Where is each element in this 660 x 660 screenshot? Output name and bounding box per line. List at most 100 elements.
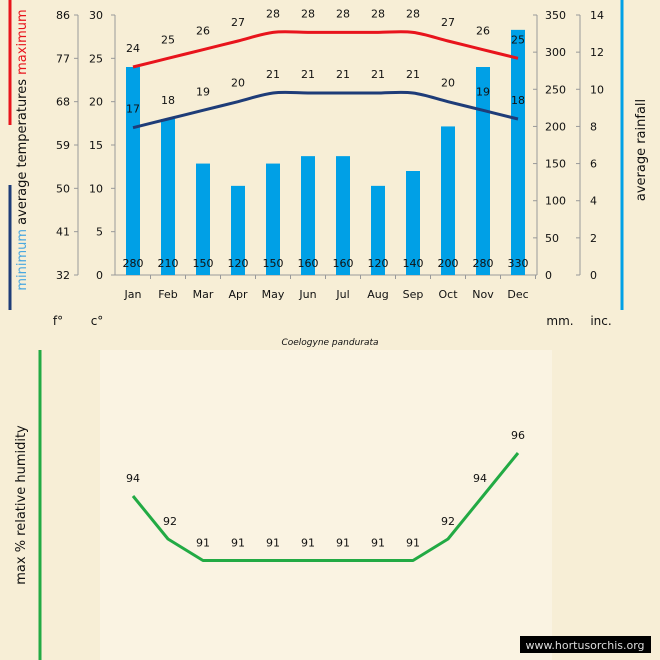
minimum-value-label: 19 <box>476 85 490 98</box>
left-axis-title-part: minimum <box>15 229 30 291</box>
month-label: Oct <box>438 288 458 301</box>
month-label: Sep <box>403 288 424 301</box>
fahrenheit-tick-label: 77 <box>56 52 70 65</box>
fahrenheit-tick-label: 59 <box>56 139 70 152</box>
month-label: Jul <box>335 288 349 301</box>
rain-value-label: 200 <box>438 257 459 270</box>
fahrenheit-tick-label: 32 <box>56 269 70 282</box>
celsius-unit-label: c° <box>91 314 104 328</box>
minimum-temperature-line <box>132 90 519 130</box>
humidity-value-label: 92 <box>441 515 455 528</box>
month-label: Nov <box>472 288 494 301</box>
rain-bar-nov <box>476 67 490 275</box>
humidity-value-label: 91 <box>336 537 350 550</box>
month-label: Jun <box>298 288 316 301</box>
minimum-value-label: 21 <box>406 68 420 81</box>
humidity-value-label: 91 <box>301 537 315 550</box>
left-axis-title-part: maximum <box>15 9 30 79</box>
celsius-tick-label: 20 <box>89 96 103 109</box>
humidity-value-label: 94 <box>126 472 140 485</box>
celsius-tick-label: 25 <box>89 52 103 65</box>
humidity-value-label: 91 <box>371 537 385 550</box>
fahrenheit-tick-label: 41 <box>56 226 70 239</box>
humidity-value-label: 96 <box>511 429 525 442</box>
right-axis-title: average rainfall <box>634 99 649 201</box>
humidity-value-label: 94 <box>473 472 487 485</box>
minimum-value-label: 18 <box>161 94 175 107</box>
rain-bar-apr <box>231 185 245 275</box>
maximum-value-label: 27 <box>231 16 245 29</box>
rain-value-label: 150 <box>263 257 284 270</box>
maximum-value-label: 25 <box>511 33 525 46</box>
inches-tick-label: 8 <box>590 120 597 133</box>
humidity-value-label: 91 <box>231 537 245 550</box>
rain-bar-jan <box>126 67 140 275</box>
inches-tick-label: 0 <box>590 269 597 282</box>
fahrenheit-tick-label: 86 <box>56 9 70 22</box>
minimum-value-label: 21 <box>301 68 315 81</box>
fahrenheit-tick-label: 50 <box>56 182 70 195</box>
rain-value-label: 120 <box>228 257 249 270</box>
mm-tick-label: 0 <box>545 269 552 282</box>
rain-value-label: 160 <box>298 257 319 270</box>
humidity-value-label: 92 <box>163 515 177 528</box>
minimum-value-label: 17 <box>126 103 140 116</box>
inches-tick-label: 10 <box>590 83 604 96</box>
celsius-tick-label: 10 <box>89 182 103 195</box>
minimum-value-label: 20 <box>231 77 245 90</box>
maximum-value-label: 28 <box>266 7 280 20</box>
mm-tick-label: 200 <box>545 120 566 133</box>
rain-bar-mar <box>196 163 210 275</box>
maximum-value-label: 28 <box>371 7 385 20</box>
left-axis-title-part: average temperatures <box>15 79 30 229</box>
rain-value-label: 160 <box>333 257 354 270</box>
month-label: Jan <box>124 288 142 301</box>
inches-tick-label: 6 <box>590 158 597 171</box>
rain-bar-sep <box>406 171 420 275</box>
chart-title: Coelogyne pandurata <box>281 338 378 348</box>
minimum-value-label: 21 <box>371 68 385 81</box>
minimum-value-label: 21 <box>266 68 280 81</box>
rain-bar-jun <box>301 156 315 275</box>
inches-tick-label: 12 <box>590 46 604 59</box>
rain-bar-feb <box>161 119 175 275</box>
rain-value-label: 280 <box>123 257 144 270</box>
fahrenheit-unit-label: f° <box>53 314 63 328</box>
humidity-value-label: 91 <box>266 537 280 550</box>
maximum-temperature-line <box>132 30 519 69</box>
maximum-value-label: 28 <box>301 7 315 20</box>
maximum-value-label: 27 <box>441 16 455 29</box>
mm-tick-label: 50 <box>545 232 559 245</box>
mm-tick-label: 300 <box>545 46 566 59</box>
minimum-value-label: 18 <box>511 94 525 107</box>
rain-value-label: 120 <box>368 257 389 270</box>
humidity-line <box>131 452 520 562</box>
humidity-panel <box>100 350 552 660</box>
month-label: Feb <box>158 288 177 301</box>
rain-bar-jul <box>336 156 350 275</box>
rain-value-label: 210 <box>158 257 179 270</box>
month-label: May <box>262 288 285 301</box>
celsius-tick-label: 0 <box>96 269 103 282</box>
rain-bar-aug <box>371 185 385 275</box>
month-label: Dec <box>507 288 528 301</box>
celsius-tick-label: 5 <box>96 226 103 239</box>
humidity-axis-title: max % relative humidity <box>14 425 29 585</box>
fahrenheit-tick-label: 68 <box>56 96 70 109</box>
watermark: www.hortusorchis.org <box>525 639 644 652</box>
watermark-box <box>520 636 651 653</box>
minimum-value-label: 20 <box>441 77 455 90</box>
inches-unit-label: inc. <box>590 314 611 328</box>
left-axis-title: minimum average temperatures maximum <box>15 9 30 290</box>
maximum-value-label: 25 <box>161 33 175 46</box>
minimum-value-label: 21 <box>336 68 350 81</box>
month-label: Apr <box>228 288 248 301</box>
mm-tick-label: 150 <box>545 158 566 171</box>
inches-tick-label: 14 <box>590 9 604 22</box>
celsius-tick-label: 30 <box>89 9 103 22</box>
rain-value-label: 140 <box>403 257 424 270</box>
maximum-value-label: 26 <box>476 25 490 38</box>
humidity-chart: max % relative humidity 94 92 91 91 91 91 91 91 9… <box>14 350 525 660</box>
minimum-value-label: 19 <box>196 85 210 98</box>
